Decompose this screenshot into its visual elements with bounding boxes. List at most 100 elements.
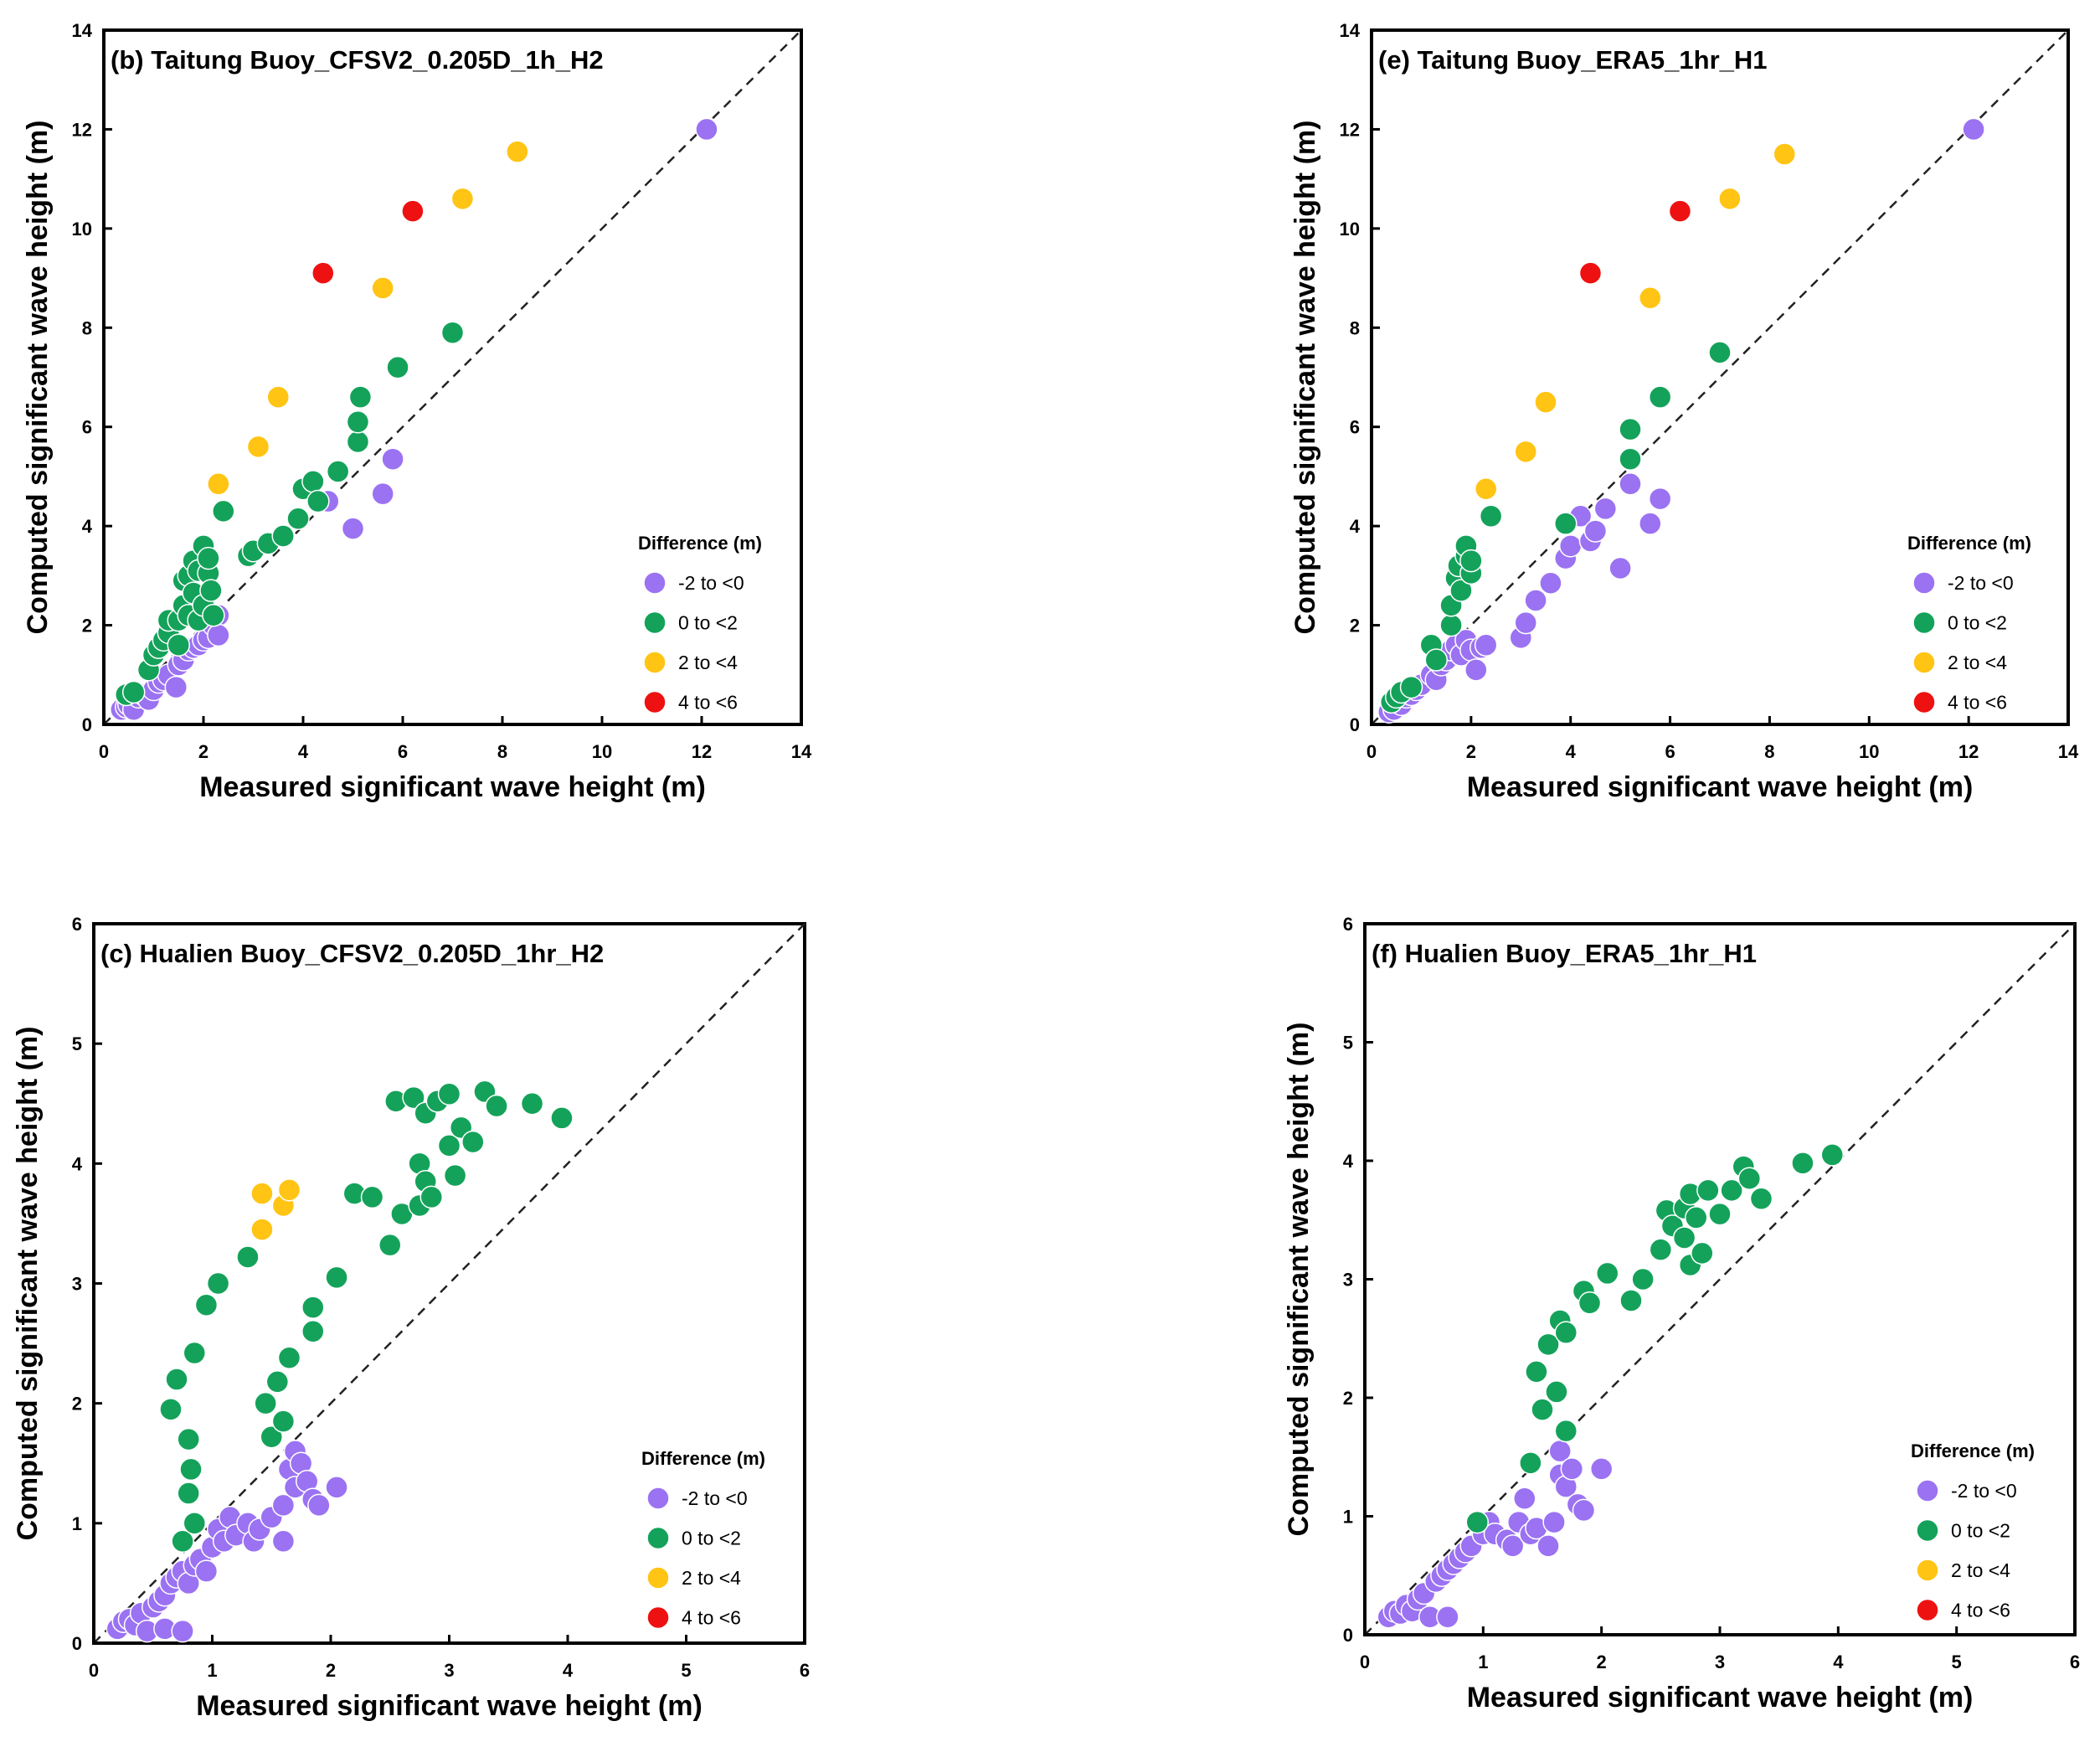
chart-3: 0 1 2 3 4 5 6 0 1 2 3 4 5 6 Measured significant wave … <box>1283 914 2080 1714</box>
data-point <box>1820 1143 1845 1167</box>
data-point <box>1514 440 1537 464</box>
data-point <box>266 385 290 409</box>
data-point <box>197 546 220 570</box>
legend-label: -2 to <0 <box>678 572 744 594</box>
data-point <box>450 187 475 211</box>
data-point <box>1737 1167 1762 1190</box>
data-point <box>183 1341 207 1365</box>
data-point <box>437 1134 461 1157</box>
data-point <box>179 1457 203 1482</box>
x-tick-label: 0 <box>1367 741 1377 762</box>
data-point <box>167 633 190 657</box>
data-point <box>171 1529 194 1554</box>
data-point <box>1648 487 1672 511</box>
data-point <box>1513 1487 1536 1511</box>
y-tick-label: 3 <box>1343 1270 1353 1291</box>
y-tick-label: 6 <box>72 914 82 935</box>
y-tick-label: 1 <box>72 1513 82 1534</box>
legend-marker <box>643 651 667 674</box>
y-tick-label: 12 <box>72 119 92 140</box>
y-tick-label: 0 <box>82 714 92 735</box>
x-tick-label: 14 <box>2058 741 2079 762</box>
legend-marker <box>646 1605 670 1630</box>
legend-marker <box>1912 651 1936 674</box>
data-point <box>271 1529 296 1554</box>
legend-marker <box>646 1487 670 1510</box>
data-point <box>301 1296 325 1319</box>
data-point <box>348 385 373 409</box>
data-point <box>1962 117 1985 142</box>
chart-title: (b) Taitung Buoy_CFSV2_0.205D_1h_H2 <box>111 45 604 75</box>
chart-title: (e) Taitung Buoy_ERA5_1hr_H1 <box>1378 45 1768 75</box>
data-point <box>386 355 409 379</box>
data-point <box>1691 1241 1714 1265</box>
data-point <box>1589 1457 1614 1481</box>
y-tick-label: 10 <box>72 219 92 240</box>
data-point <box>1449 579 1473 602</box>
data-point <box>207 472 230 496</box>
data-point <box>254 1391 277 1415</box>
data-point <box>346 430 370 454</box>
data-point <box>695 117 718 142</box>
data-point <box>1572 1498 1596 1523</box>
y-tick-label: 5 <box>72 1033 82 1054</box>
data-point <box>1399 675 1423 699</box>
legend-marker <box>1912 690 1936 714</box>
y-tick-label: 14 <box>1340 20 1361 41</box>
x-tick-label: 5 <box>1952 1652 1962 1672</box>
data-point <box>325 1476 348 1499</box>
data-point <box>1708 1202 1732 1226</box>
data-point <box>506 140 529 163</box>
data-point <box>277 1346 301 1370</box>
x-tick-label: 8 <box>1764 741 1774 762</box>
data-point <box>1554 1419 1578 1443</box>
data-point <box>1519 1451 1542 1475</box>
legend-label: 0 to <2 <box>1948 612 2007 634</box>
legend-label: 2 to <4 <box>1948 652 2007 673</box>
data-point <box>1696 1178 1720 1203</box>
y-tick-label: 0 <box>72 1633 82 1654</box>
legend-marker <box>646 1566 670 1590</box>
data-point <box>1791 1152 1814 1175</box>
data-point <box>250 1218 274 1241</box>
data-point <box>199 579 223 602</box>
data-point <box>520 1092 544 1116</box>
data-point <box>1639 286 1662 310</box>
data-point <box>443 1163 467 1188</box>
x-tick-label: 10 <box>592 741 612 762</box>
legend-label: 0 to <2 <box>678 612 738 634</box>
x-tick-label: 2 <box>326 1660 336 1681</box>
x-tick-label: 4 <box>563 1660 574 1681</box>
data-point <box>1436 1605 1459 1629</box>
x-tick-label: 1 <box>207 1660 217 1681</box>
chart-title: (c) Hualien Buoy_CFSV2_0.205D_1hr_H2 <box>100 939 604 968</box>
y-tick-label: 5 <box>1343 1033 1353 1054</box>
y-tick-label: 14 <box>72 20 93 41</box>
data-point <box>1536 1534 1560 1558</box>
y-tick-label: 4 <box>1343 1151 1354 1172</box>
legend-title: Difference (m) <box>1911 1440 2035 1461</box>
y-tick-label: 2 <box>1350 616 1360 636</box>
data-point <box>1631 1267 1655 1291</box>
data-point <box>1593 497 1618 521</box>
data-point <box>171 1619 194 1643</box>
data-point <box>1619 472 1642 496</box>
y-tick-label: 6 <box>1343 914 1353 935</box>
legend-label: 0 to <2 <box>1951 1520 2010 1542</box>
data-point <box>121 680 146 704</box>
data-point <box>326 460 350 483</box>
y-tick-label: 0 <box>1350 714 1360 735</box>
legend-label: 4 to <6 <box>678 692 738 714</box>
legend-label: 2 to <4 <box>678 652 738 673</box>
y-tick-label: 0 <box>1343 1625 1353 1646</box>
data-point <box>260 1425 283 1449</box>
x-axis-label: Measured significant wave height (m) <box>1467 1682 1974 1714</box>
data-point <box>1465 1510 1490 1534</box>
data-point <box>202 603 225 627</box>
data-point <box>307 1493 331 1518</box>
x-tick-label: 1 <box>1478 1652 1488 1672</box>
data-point <box>1534 390 1557 414</box>
data-point <box>277 1178 301 1202</box>
data-point <box>1648 385 1672 409</box>
